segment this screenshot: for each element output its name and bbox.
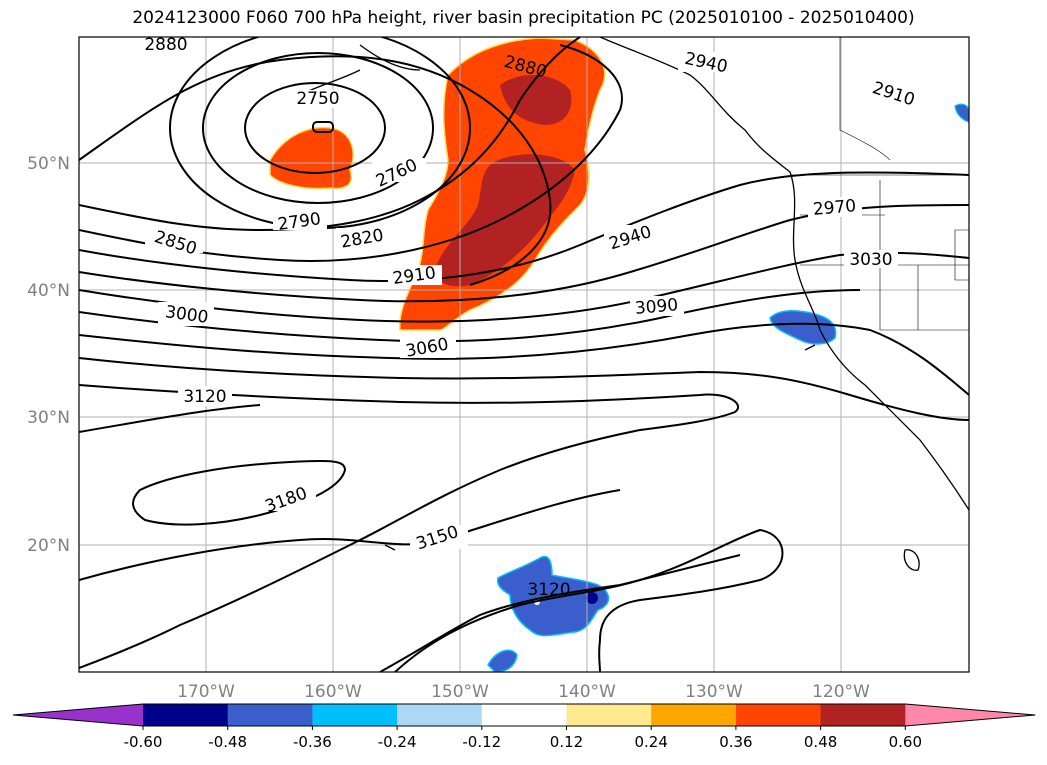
lat-tick-label: 50°N [27, 154, 70, 174]
contour-label: 3120 [183, 387, 226, 407]
lon-tick-label: 150°W [431, 682, 489, 702]
colorbar-segment [735, 704, 822, 726]
colorbar-segment [820, 704, 906, 726]
colorbar-segment [397, 704, 483, 726]
colorbar-tick-label: -0.12 [462, 733, 501, 751]
contour-label: 3120 [527, 580, 570, 600]
coastlines [299, 37, 969, 571]
colorbar-tick-label: -0.36 [293, 733, 332, 751]
colorbar-extend-high [905, 704, 1036, 726]
colorbar-tick-label: 0.48 [804, 733, 837, 751]
colorbar-segment [312, 704, 398, 726]
lat-tick-labels: 50°N 40°N 30°N 20°N [27, 154, 70, 556]
lat-tick-label: 40°N [27, 281, 70, 301]
negative-anomaly-nw [954, 103, 969, 123]
contour-label: 3030 [849, 250, 892, 270]
lon-tick-labels: 170°W 160°W 150°W 140°W 130°W 120°W [177, 682, 870, 702]
contour-label: 2880 [144, 35, 187, 55]
colorbar [12, 703, 1036, 730]
colorbar-segment [651, 704, 737, 726]
colorbar-tick-label: 0.36 [719, 733, 752, 751]
positive-anomaly-gulf [269, 126, 354, 190]
positive-anomaly-core-north [500, 74, 572, 125]
contour-label: 2750 [296, 89, 339, 109]
colorbar-tick-label: -0.24 [378, 733, 417, 751]
map-title: 2024123000 F060 700 hPa height, river ba… [132, 8, 915, 28]
lat-tick-label: 20°N [27, 536, 70, 556]
lon-tick-label: 160°W [304, 682, 362, 702]
positive-anomaly-core-south [435, 154, 575, 287]
colorbar-segment [566, 704, 652, 726]
lon-tick-label: 120°W [812, 682, 870, 702]
colorbar-tick-label: -0.48 [208, 733, 247, 751]
lat-tick-label: 30°N [27, 408, 70, 428]
colorbar-segment [481, 704, 567, 726]
colorbar-extend-low [13, 704, 143, 726]
colorbar-tick-label: -0.60 [124, 733, 163, 751]
colorbar-segment [227, 704, 313, 726]
map-panel: 2880 2940 2910 2750 2880 2760 2790 2820 … [79, 35, 969, 672]
colorbar-tick-label: 0.24 [634, 733, 667, 751]
colorbar-tick-label: 0.60 [889, 733, 922, 751]
contour-label-backgrounds [140, 37, 920, 549]
contour-label: 2970 [812, 196, 857, 220]
colorbar-segment [143, 704, 229, 726]
colorbar-tick-labels: -0.60 -0.48 -0.36 -0.24 -0.12 0.12 0.24 … [124, 733, 922, 751]
negative-anomaly-california [769, 310, 837, 345]
colorbar-tick-label: 0.12 [550, 733, 583, 751]
lon-tick-label: 140°W [558, 682, 616, 702]
map-frame [78, 36, 970, 673]
lon-tick-label: 170°W [177, 682, 235, 702]
lon-tick-label: 130°W [685, 682, 743, 702]
contour-label: 3090 [634, 295, 679, 319]
